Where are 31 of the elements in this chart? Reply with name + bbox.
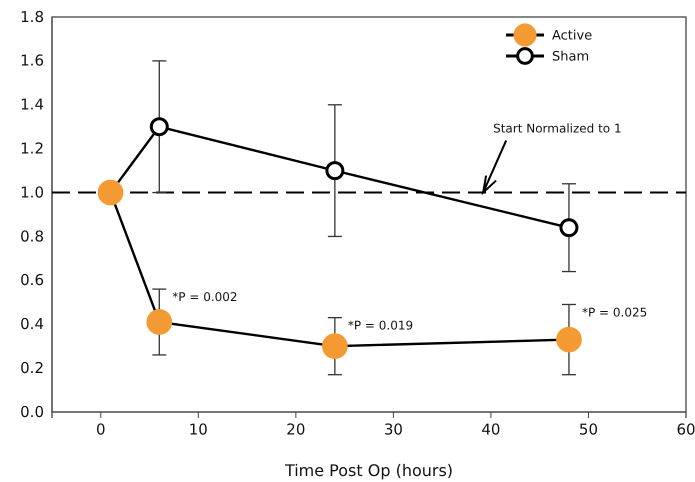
y-tick-label: 1.4 <box>20 96 44 114</box>
point <box>150 117 169 136</box>
y-tick-label: 1.6 <box>20 52 44 70</box>
y-tick-label: 0.8 <box>20 227 44 246</box>
legend-label: Active <box>552 28 592 44</box>
point <box>559 218 578 238</box>
y-tick-label: 0.2 <box>20 358 44 377</box>
ref-line-label: Start Normalized to 1 <box>493 122 622 136</box>
x-tick-label: 40 <box>481 420 500 439</box>
x-tick-label: 60 <box>676 420 695 439</box>
x-axis-title: Time Post Op (hours) <box>284 461 454 480</box>
point <box>146 309 172 335</box>
y-tick-label: 0.4 <box>20 315 44 334</box>
annotation: *P = 0.025 <box>582 305 648 320</box>
x-tick-label: 0 <box>96 420 106 439</box>
y-tick-label: 1.0 <box>20 183 44 202</box>
x-tick-label: 30 <box>384 420 403 439</box>
x-tick-label: 10 <box>188 420 208 439</box>
annotation: *P = 0.019 <box>348 318 414 333</box>
y-tick-label: 0.0 <box>20 402 44 421</box>
point <box>98 180 124 206</box>
annotation: *P = 0.002 <box>172 290 238 304</box>
point <box>556 326 582 352</box>
point <box>322 333 348 360</box>
x-tick-label: 50 <box>578 420 598 439</box>
legend-label: Sham <box>552 50 590 64</box>
y-tick-label: 1.8 <box>20 8 44 26</box>
y-tick-label: 0.6 <box>20 271 44 290</box>
point <box>325 161 344 180</box>
x-tick-label: 20 <box>286 420 306 439</box>
y-tick-label: 1.2 <box>20 139 44 158</box>
